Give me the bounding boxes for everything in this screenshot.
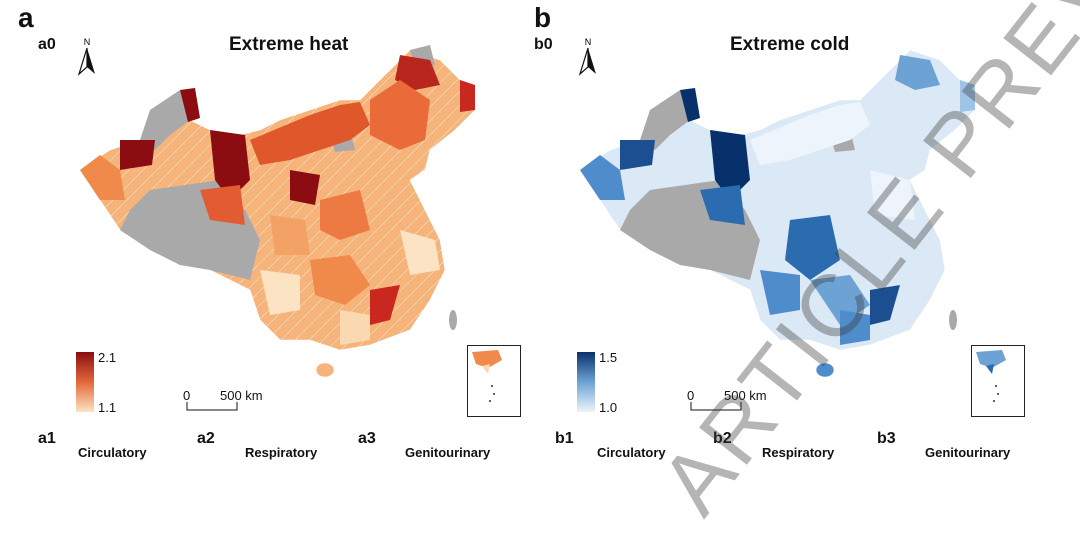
panel-letter: a	[18, 2, 34, 33]
north-arrow-icon: N	[76, 36, 98, 78]
subpanel-label: a3	[358, 430, 376, 447]
scale-bar: 0 500 km	[686, 388, 776, 420]
china-heat-map	[79, 45, 476, 378]
subpanel-label: b2	[713, 430, 732, 447]
scale-bar: 0 500 km	[182, 388, 272, 420]
map-title: Extreme cold	[730, 34, 850, 55]
category-label: Circulatory	[78, 445, 147, 460]
subpanel-label: b0	[534, 36, 553, 53]
scale-distance: 500 km	[724, 388, 767, 403]
subpanel-label: a0	[38, 36, 56, 53]
panel-extreme-cold: b b0 Extreme cold N 1.5 1.0	[534, 0, 1080, 459]
category-label: Respiratory	[245, 445, 318, 460]
subpanel-label: b1	[555, 430, 574, 447]
north-arrow-icon: N	[577, 36, 599, 78]
subpanel-label: a2	[197, 430, 215, 447]
legend-max: 2.1	[98, 350, 117, 365]
subpanel-label: b3	[877, 430, 896, 447]
china-cold-map	[579, 49, 976, 378]
scale-zero: 0	[183, 388, 191, 403]
north-label: N	[84, 37, 91, 47]
map-title: Extreme heat	[229, 34, 349, 55]
category-label: Circulatory	[597, 445, 666, 460]
category-label: Genitourinary	[925, 445, 1011, 460]
scale-distance: 500 km	[220, 388, 263, 403]
scale-zero: 0	[687, 388, 695, 403]
color-legend	[577, 352, 595, 412]
legend-max: 1.5	[599, 350, 618, 365]
color-legend	[76, 352, 94, 412]
south-china-sea-inset	[467, 345, 521, 417]
legend-min: 1.1	[98, 400, 117, 415]
panel-letter: b	[534, 2, 552, 33]
category-label: Respiratory	[762, 445, 835, 460]
north-label: N	[585, 37, 592, 47]
legend-min: 1.0	[599, 400, 618, 415]
panel-extreme-heat: a a0 Extreme heat N	[0, 0, 540, 459]
category-label: Genitourinary	[405, 445, 491, 460]
subpanel-label: a1	[38, 430, 56, 447]
south-china-sea-inset	[971, 345, 1025, 417]
